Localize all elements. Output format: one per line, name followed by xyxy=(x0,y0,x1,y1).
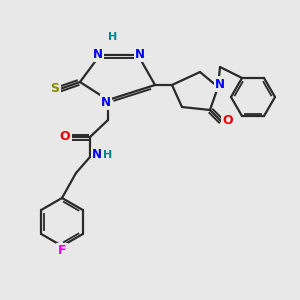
Text: O: O xyxy=(60,130,70,142)
Text: N: N xyxy=(92,148,102,161)
Text: N: N xyxy=(101,95,111,109)
Text: H: H xyxy=(108,32,118,42)
Text: O: O xyxy=(223,113,233,127)
Text: N: N xyxy=(135,47,145,61)
Text: N: N xyxy=(215,77,225,91)
Text: N: N xyxy=(93,47,103,61)
Text: F: F xyxy=(58,244,66,257)
Text: H: H xyxy=(103,150,112,160)
Text: S: S xyxy=(50,82,59,95)
